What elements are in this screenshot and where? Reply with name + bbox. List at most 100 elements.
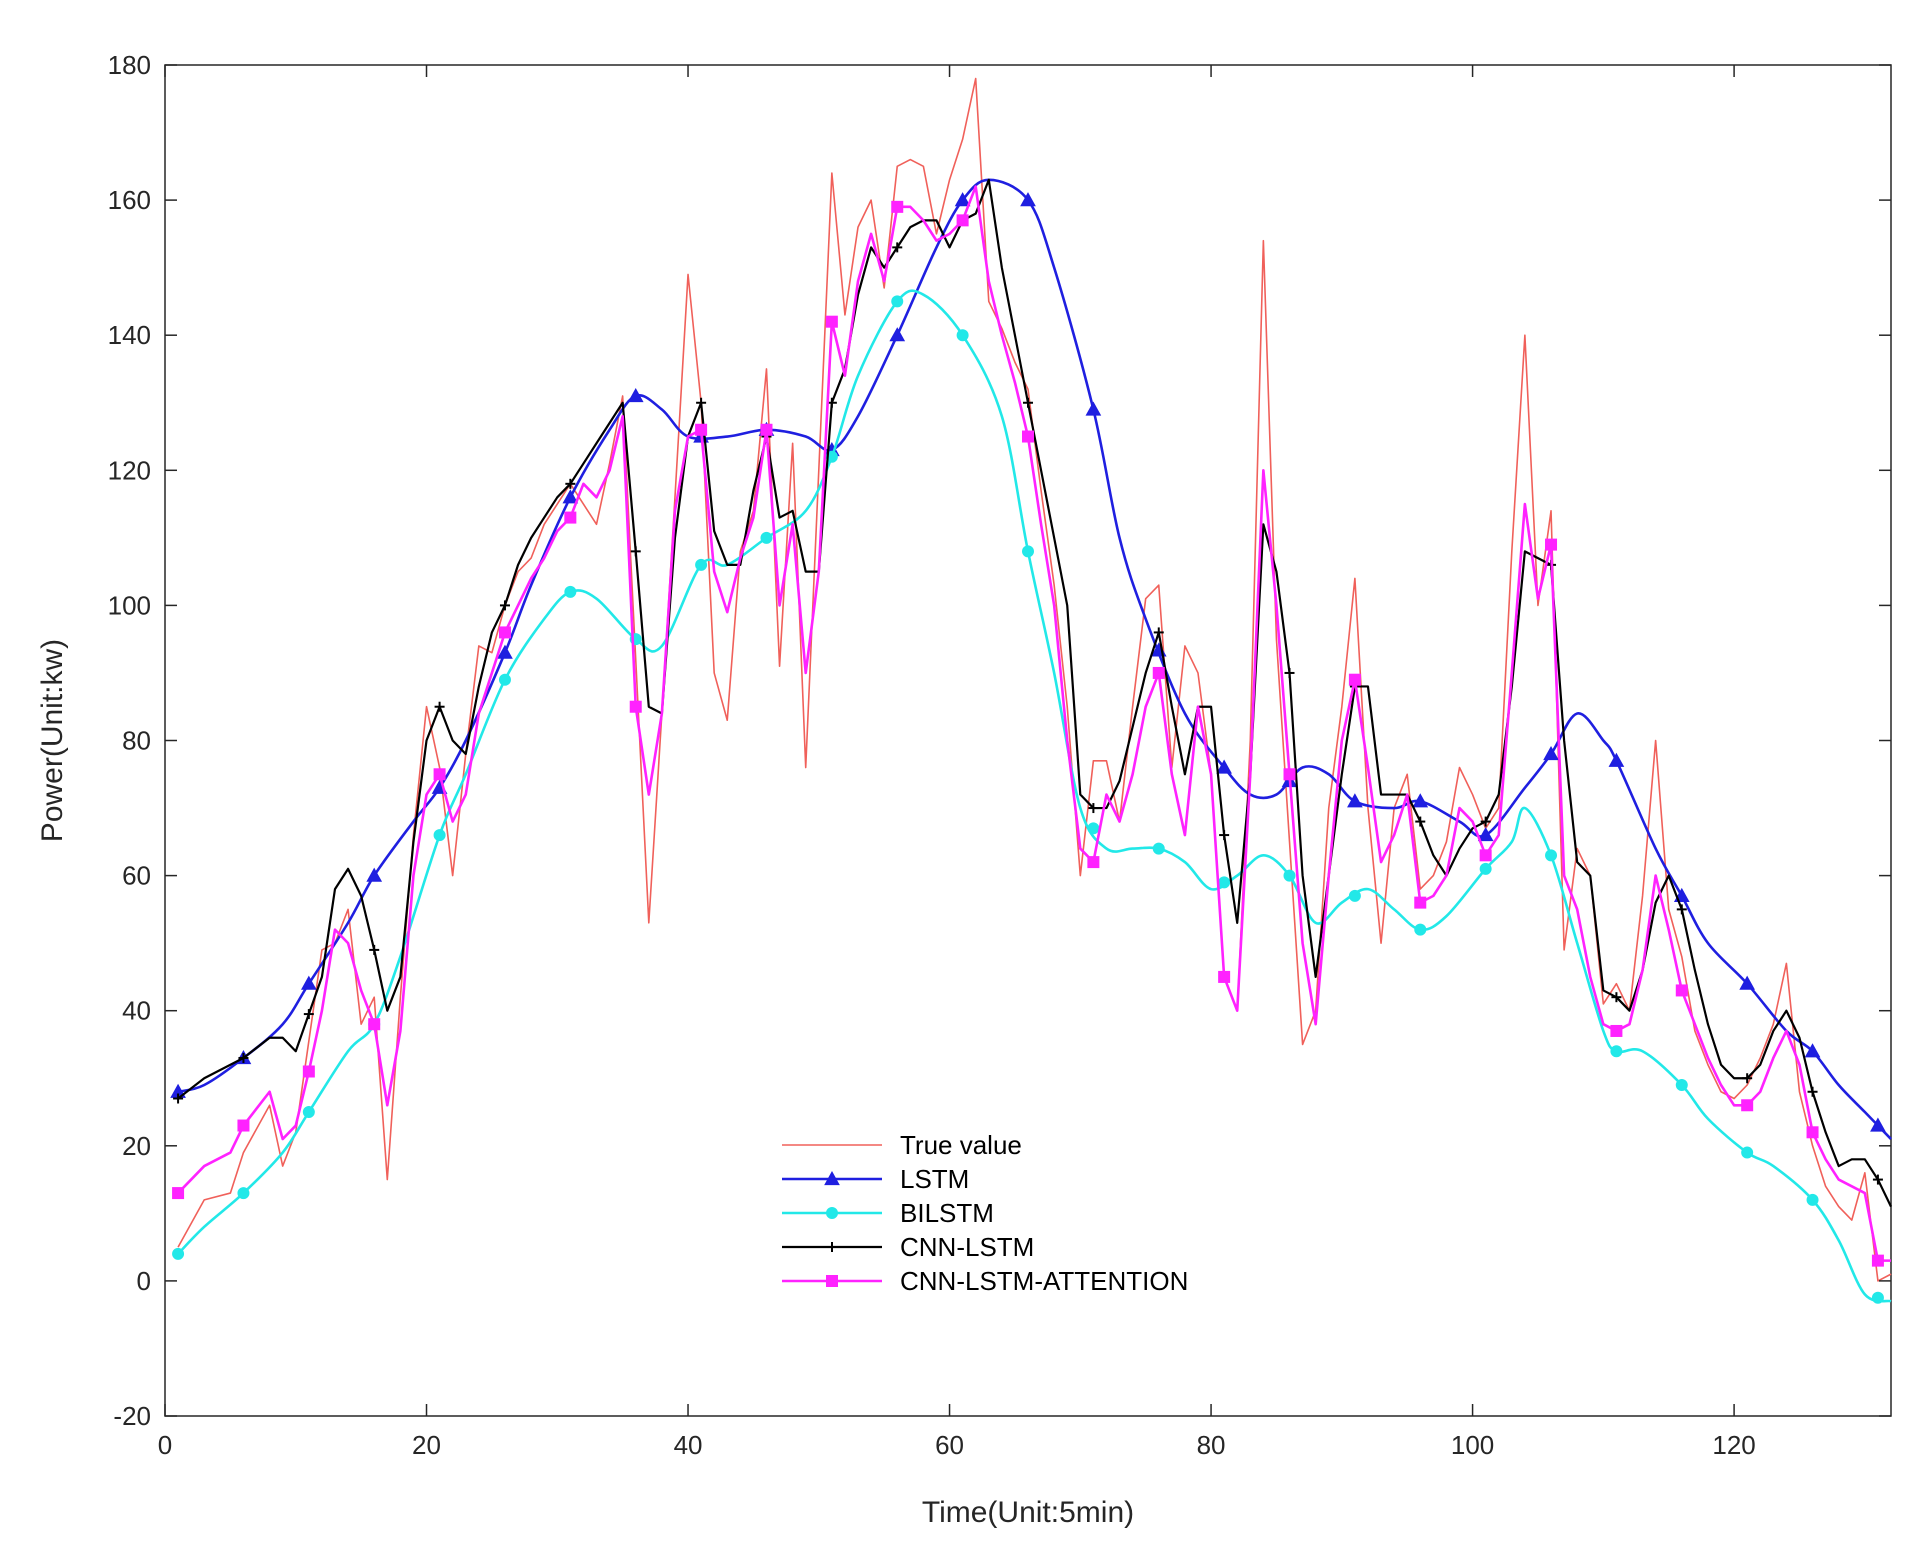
data-point-marker <box>172 1247 185 1260</box>
data-point-marker <box>1806 1126 1819 1139</box>
data-point-marker <box>499 600 510 611</box>
data-point-marker <box>497 644 513 659</box>
series-layer <box>170 77 1892 1304</box>
data-point-marker <box>173 1093 184 1104</box>
data-point-marker <box>1741 1099 1754 1112</box>
data-point-marker <box>1020 192 1036 207</box>
data-point-marker <box>1675 1079 1688 1092</box>
legend-label: True value <box>900 1130 1022 1160</box>
data-point-marker <box>1216 759 1232 774</box>
x-tick-label: 60 <box>935 1430 964 1460</box>
series-cnn-lstm-attention <box>172 185 1891 1267</box>
y-axis-title: Power(Unit:kw) <box>36 639 69 842</box>
data-point-marker <box>1218 876 1231 889</box>
x-tick-label: 20 <box>412 1430 441 1460</box>
data-point-marker <box>695 558 708 571</box>
y-tick-label: 160 <box>108 185 151 215</box>
data-point-marker <box>629 700 642 713</box>
data-point-marker <box>1152 666 1165 679</box>
series-line <box>177 289 1892 1303</box>
data-point-marker <box>1088 803 1099 814</box>
data-point-marker <box>825 450 838 463</box>
data-point-marker <box>1545 538 1558 551</box>
data-point-marker <box>1348 889 1361 902</box>
data-point-marker <box>1479 849 1492 862</box>
legend-entry: LSTM <box>782 1164 969 1194</box>
data-point-marker <box>302 1065 315 1078</box>
data-point-marker <box>891 295 904 308</box>
axes: 0 20 40 60 80 100 120-200204060801001201401601… <box>108 50 1891 1460</box>
y-tick-label: 180 <box>108 50 151 80</box>
data-point-marker <box>627 387 644 403</box>
legend-label: CNN-LSTM-ATTENTION <box>900 1266 1188 1296</box>
data-point-marker <box>1870 1117 1886 1132</box>
data-point-marker <box>1610 1045 1623 1058</box>
y-tick-label: 100 <box>108 590 151 620</box>
x-tick-label: 120 <box>1712 1430 1755 1460</box>
data-point-marker <box>368 1018 381 1031</box>
data-point-marker <box>956 214 969 227</box>
data-point-marker <box>1347 793 1363 808</box>
legend-marker <box>827 1242 837 1252</box>
data-point-marker <box>172 1187 185 1200</box>
data-point-marker <box>760 531 773 544</box>
data-point-marker <box>237 1187 250 1200</box>
data-point-marker <box>696 397 707 408</box>
legend-marker <box>826 1207 838 1219</box>
data-point-marker <box>1742 1073 1753 1084</box>
data-point-marker <box>1415 816 1426 827</box>
legend-entry: CNN-LSTM-ATTENTION <box>782 1266 1188 1296</box>
data-point-marker <box>1284 667 1295 678</box>
legend-label: CNN-LSTM <box>900 1232 1034 1262</box>
data-point-marker <box>1479 862 1492 875</box>
data-point-marker <box>760 423 773 436</box>
data-point-marker <box>1611 992 1622 1003</box>
y-tick-label: 140 <box>108 320 151 350</box>
data-point-marker <box>1871 1291 1884 1304</box>
x-tick-label: 100 <box>1451 1430 1494 1460</box>
legend-marker <box>826 1275 838 1287</box>
data-point-marker <box>565 478 576 489</box>
data-point-marker <box>1414 896 1427 909</box>
legend-entry: BILSTM <box>782 1198 994 1228</box>
data-point-marker <box>956 329 969 342</box>
data-point-marker <box>1807 1086 1818 1097</box>
y-tick-label: 120 <box>108 455 151 485</box>
data-point-marker <box>1608 752 1625 767</box>
y-tick-label: 0 <box>137 1266 151 1296</box>
data-point-marker <box>1480 816 1491 827</box>
data-point-marker <box>1022 545 1034 558</box>
legend-marker <box>824 1170 840 1186</box>
data-point-marker <box>891 200 904 213</box>
y-tick-label: 40 <box>122 996 151 1026</box>
legend-entries: True value LSTM BILSTM CNN-LSTM CNN-LSTM-ATT… <box>782 1130 1188 1296</box>
data-point-marker <box>1023 397 1033 408</box>
data-point-marker <box>1676 904 1687 915</box>
data-point-marker <box>498 673 511 686</box>
x-tick-label: 0 <box>158 1430 172 1460</box>
legend: True value LSTM BILSTM CNN-LSTM CNN-LSTM-ATT… <box>770 1123 1270 1303</box>
y-tick-label: 80 <box>122 726 151 756</box>
data-point-marker <box>825 315 838 328</box>
data-point-marker <box>433 829 446 842</box>
data-point-marker <box>1153 627 1164 638</box>
data-point-marker <box>1543 745 1559 761</box>
data-point-marker <box>237 1119 250 1132</box>
data-point-marker <box>1152 842 1165 855</box>
data-point-marker <box>1283 768 1296 781</box>
data-point-marker <box>562 489 579 504</box>
data-point-marker <box>1219 830 1230 841</box>
data-point-marker <box>1283 869 1296 882</box>
data-point-marker <box>238 1052 249 1063</box>
data-point-marker <box>630 546 641 557</box>
legend-label: LSTM <box>900 1164 969 1194</box>
data-point-marker <box>1348 673 1361 686</box>
data-point-marker <box>1545 849 1558 862</box>
data-point-marker <box>1412 793 1429 808</box>
data-point-marker <box>1804 1043 1821 1058</box>
data-point-marker <box>564 511 577 524</box>
y-tick-label: 20 <box>122 1131 151 1161</box>
data-point-marker <box>889 327 906 342</box>
data-point-marker <box>303 1009 314 1020</box>
